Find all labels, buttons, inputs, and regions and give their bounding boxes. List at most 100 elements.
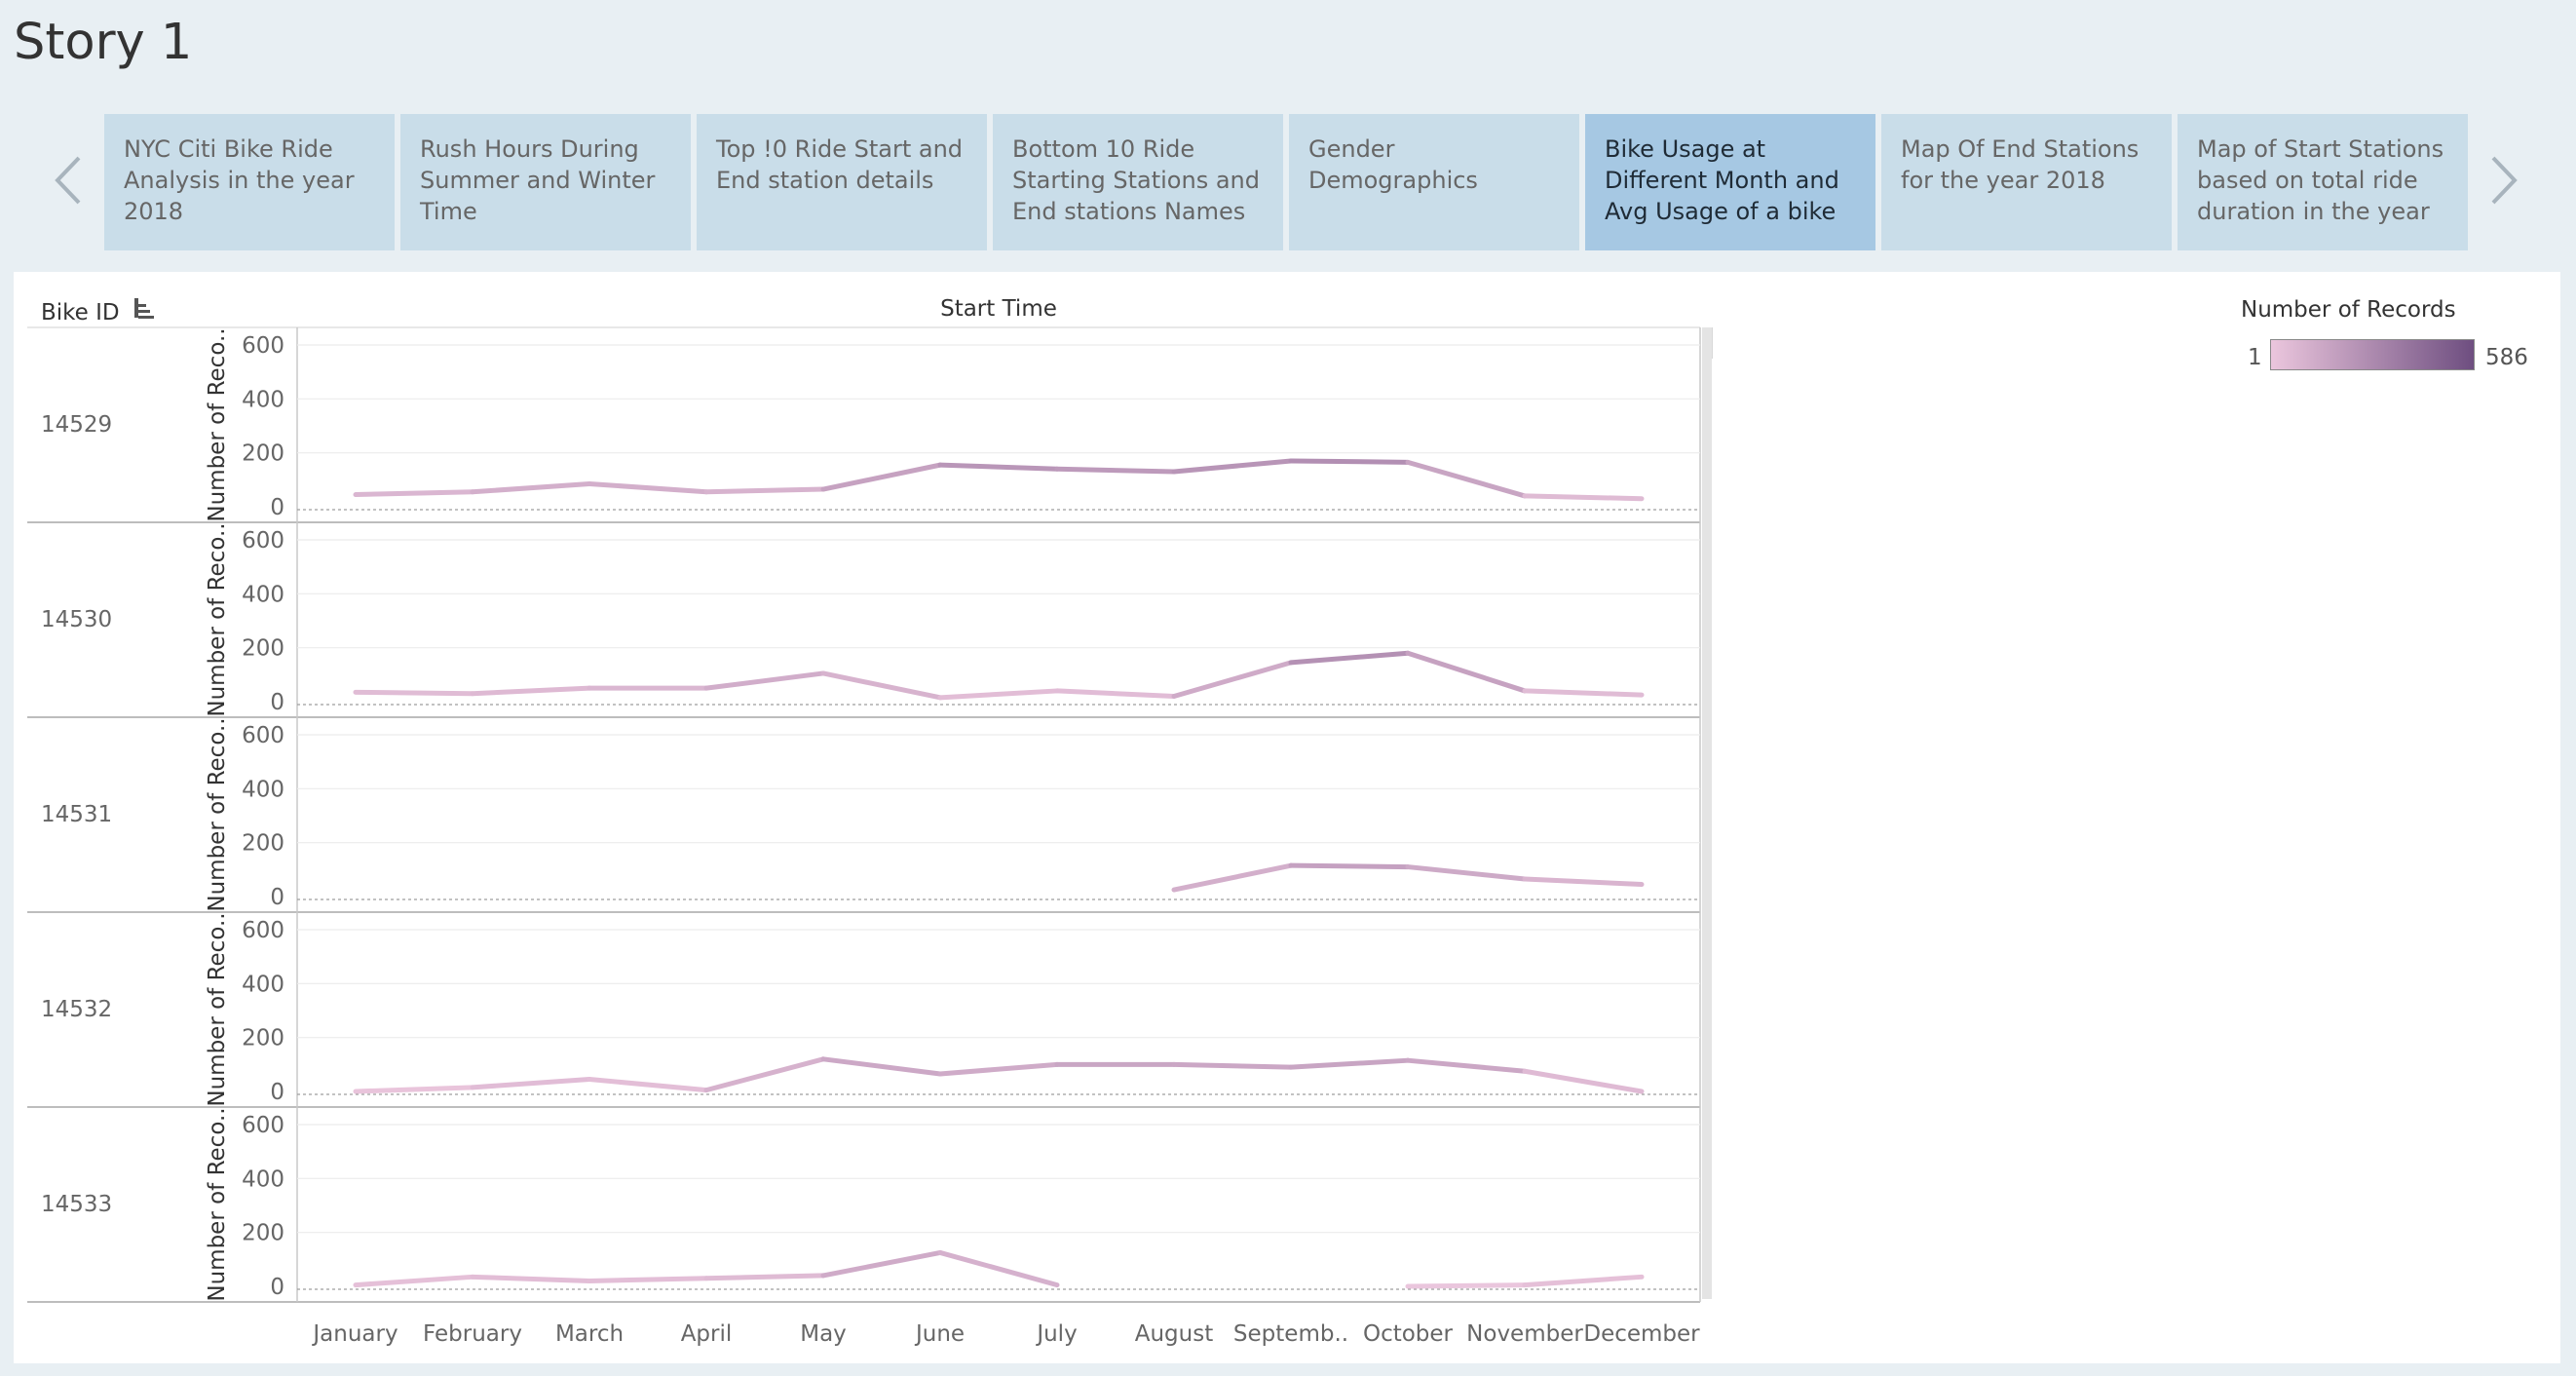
y-tick-label: 200: [242, 1221, 284, 1246]
y-axis-title: Number of Reco..: [205, 522, 230, 716]
y-tick-label: 400: [242, 387, 284, 412]
series-line-segment: [703, 486, 826, 495]
y-tick-label: 600: [242, 1113, 284, 1138]
series-line-segment: [587, 1276, 709, 1283]
story-tab-8[interactable]: Map of Start Stations based on total rid…: [2178, 114, 2468, 250]
series-line-segment: [1171, 458, 1294, 475]
story-tab-label: Bike Usage at Different Month and Avg Us…: [1605, 135, 1839, 225]
y-tick-label: 400: [242, 972, 284, 997]
series-line-segment: [470, 685, 592, 697]
story-tab-1[interactable]: NYC Citi Bike Ride Analysis in the year …: [104, 114, 395, 250]
x-tick-label: February: [423, 1321, 522, 1347]
y-tick-label: 400: [242, 582, 284, 607]
series-line-segment: [820, 1249, 943, 1279]
series-line-segment: [703, 1056, 826, 1093]
chevron-left-icon[interactable]: [44, 146, 93, 214]
series-line-segment: [1522, 688, 1645, 698]
series-line-segment: [587, 480, 709, 495]
x-tick-label: October: [1363, 1321, 1454, 1347]
panel-14529: 0 200 400 600 Number of Reco.. 14529: [27, 326, 1701, 523]
x-tick-label: January: [311, 1321, 398, 1347]
dashboard-sheet: [14, 272, 2560, 1363]
x-tick-label: April: [681, 1321, 733, 1347]
y-axis-title: Number of Reco..: [205, 912, 230, 1106]
y-axis-title: Number of Reco..: [205, 327, 230, 521]
story-tab-6[interactable]: Bike Usage at Different Month and Avg Us…: [1585, 114, 1875, 250]
series-line-segment: [1288, 862, 1411, 870]
series-line-segment: [1522, 1274, 1645, 1288]
legend-color-ramp: [2270, 339, 2475, 370]
y-tick-label: 600: [242, 528, 284, 554]
series-line-segment: [1522, 876, 1645, 888]
y-tick-label: 200: [242, 441, 284, 467]
series-line-segment: [937, 1249, 1060, 1288]
x-tick-label: December: [1583, 1321, 1700, 1347]
panel-14531: 0 200 400 600 Number of Reco.. 14531: [27, 717, 1701, 913]
y-tick-label: 0: [270, 690, 284, 715]
y-tick-label: 600: [242, 333, 284, 359]
y-tick-label: 200: [242, 831, 284, 857]
y-tick-label: 600: [242, 918, 284, 943]
series-line-segment: [353, 1085, 475, 1094]
series-line-segment: [1405, 864, 1528, 882]
y-tick-label: 0: [270, 495, 284, 520]
x-tick-label: July: [1035, 1321, 1077, 1347]
legend-min-label: 1: [2248, 345, 2262, 370]
series-line-segment: [353, 1274, 475, 1288]
x-tick-label: May: [800, 1321, 847, 1347]
y-tick-label: 600: [242, 723, 284, 748]
series-line-segment: [1054, 688, 1177, 699]
x-tick-label: June: [914, 1321, 965, 1347]
y-tick-label: 0: [270, 1275, 284, 1300]
story-tab-7[interactable]: Map Of End Stations for the year 2018: [1881, 114, 2172, 250]
series-line-segment: [1522, 1068, 1645, 1094]
series-line-segment: [1405, 1282, 1528, 1289]
series-line-segment: [1171, 1061, 1294, 1070]
story-tab-label: Map of Start Stations based on total rid…: [2197, 135, 2444, 225]
panel-14530: 0 200 400 600 Number of Reco.. 14530: [27, 522, 1701, 718]
x-axis-title: Start Time: [940, 296, 1057, 322]
y-tick-label: 0: [270, 885, 284, 910]
series-line-segment: [1288, 650, 1411, 666]
series-line-segment: [1054, 466, 1177, 475]
row-label-bike-id: 14529: [41, 412, 112, 438]
series-line-segment: [1171, 862, 1294, 893]
series-line-segment: [470, 480, 592, 495]
panel-14533: 0 200 400 600 Number of Reco.. 14533: [27, 1107, 1701, 1303]
series-line-segment: [587, 1077, 709, 1093]
story-title: Story 1: [14, 14, 193, 71]
legend-title: Number of Records: [2241, 297, 2456, 323]
series-line-segment: [1288, 1057, 1411, 1070]
y-tick-label: 200: [242, 1026, 284, 1051]
x-tick-label: November: [1466, 1321, 1583, 1347]
series-line-segment: [820, 670, 943, 701]
series-line-segment: [353, 489, 475, 498]
row-label-bike-id: 14531: [41, 802, 112, 827]
panel-14532: 0 200 400 600 Number of Reco.. 14532: [27, 912, 1701, 1108]
series-line-segment: [820, 462, 943, 492]
row-header-label: Bike ID: [41, 300, 120, 325]
legend-max-label: 586: [2485, 345, 2528, 370]
series-line-segment: [1405, 1057, 1528, 1074]
sort-icon[interactable]: [134, 298, 154, 319]
story-tab-5[interactable]: Gender Demographics: [1289, 114, 1579, 250]
story-tab-label: Rush Hours During Summer and Winter Time: [420, 135, 656, 225]
x-tick-label: March: [555, 1321, 624, 1347]
story-tab-2[interactable]: Rush Hours During Summer and Winter Time: [400, 114, 691, 250]
story-tab-label: Map Of End Stations for the year 2018: [1901, 135, 2140, 194]
series-line-segment: [703, 1273, 826, 1281]
y-tick-label: 400: [242, 1166, 284, 1192]
series-line-segment: [1405, 459, 1528, 499]
story-tab-4[interactable]: Bottom 10 Ride Starting Stations and End…: [993, 114, 1283, 250]
x-tick-label: Septemb..: [1233, 1321, 1348, 1347]
story-tab-label: Gender Demographics: [1308, 135, 1478, 194]
x-tick-label: August: [1135, 1321, 1214, 1347]
y-tick-label: 0: [270, 1080, 284, 1105]
y-axis-title: Number of Reco..: [205, 717, 230, 911]
story-tab-label: Top !0 Ride Start and End station detail…: [716, 135, 964, 194]
series-line-segment: [937, 1061, 1060, 1077]
story-tab-3[interactable]: Top !0 Ride Start and End station detail…: [697, 114, 987, 250]
chevron-right-icon[interactable]: [2480, 146, 2528, 214]
series-line-segment: [470, 1274, 592, 1283]
